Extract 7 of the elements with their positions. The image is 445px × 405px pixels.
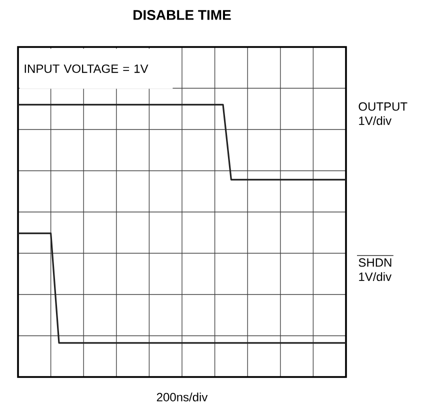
text: 1V/div (359, 116, 392, 125)
text: 1V/div (359, 272, 392, 281)
chart-title: DISABLE TIME (134, 10, 231, 20)
text: SHDN (358, 258, 392, 267)
x-axis-title: 200ns/div (156, 392, 208, 402)
text: INPUT VOLTAGE = 1V (24, 64, 148, 73)
text: OUTPUT (358, 102, 408, 111)
